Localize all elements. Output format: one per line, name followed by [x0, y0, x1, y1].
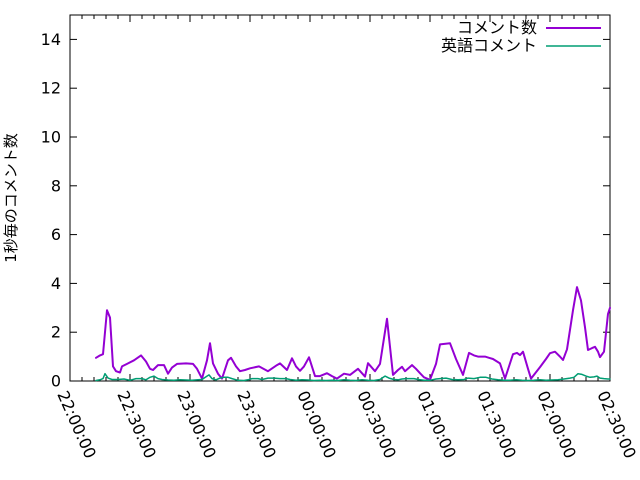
x-tick-label: 02:30:00	[593, 388, 640, 461]
legend-label-comments: コメント数	[457, 18, 537, 37]
x-tick-label: 22:00:00	[53, 388, 100, 461]
series-line-1	[95, 372, 611, 382]
x-tick-label: 23:30:00	[233, 388, 280, 461]
y-axis-title: 1秒毎のコメント数	[2, 133, 20, 263]
axes: 0 2 4 6 8 10 12 14 22:00:00 22:30:00 23:00:00 23:30…	[41, 14, 640, 461]
plot-border	[69, 14, 611, 382]
y-tick-label: 0	[51, 372, 61, 391]
x-tick-label: 02:00:00	[533, 388, 580, 461]
y-tick-label: 12	[41, 79, 61, 98]
x-tick-label: 01:30:00	[473, 388, 520, 461]
series-line-0	[95, 286, 611, 381]
y-tick-label: 10	[41, 128, 61, 147]
y-tick-label: 8	[51, 176, 61, 195]
y-tick-label: 4	[51, 274, 61, 293]
y-tick-label: 6	[51, 225, 61, 244]
x-tick-label: 00:30:00	[353, 388, 400, 461]
x-tick-label: 01:00:00	[413, 388, 460, 461]
legend: コメント数 英語コメント	[441, 18, 601, 55]
y-tick-label: 14	[41, 30, 61, 49]
x-tick-label: 23:00:00	[173, 388, 220, 461]
x-tick-label: 00:00:00	[293, 388, 340, 461]
legend-label-english-comments: 英語コメント	[441, 36, 537, 55]
y-tick-label: 2	[51, 323, 61, 342]
series-lines	[95, 286, 611, 382]
x-tick-label: 22:30:00	[113, 388, 160, 461]
